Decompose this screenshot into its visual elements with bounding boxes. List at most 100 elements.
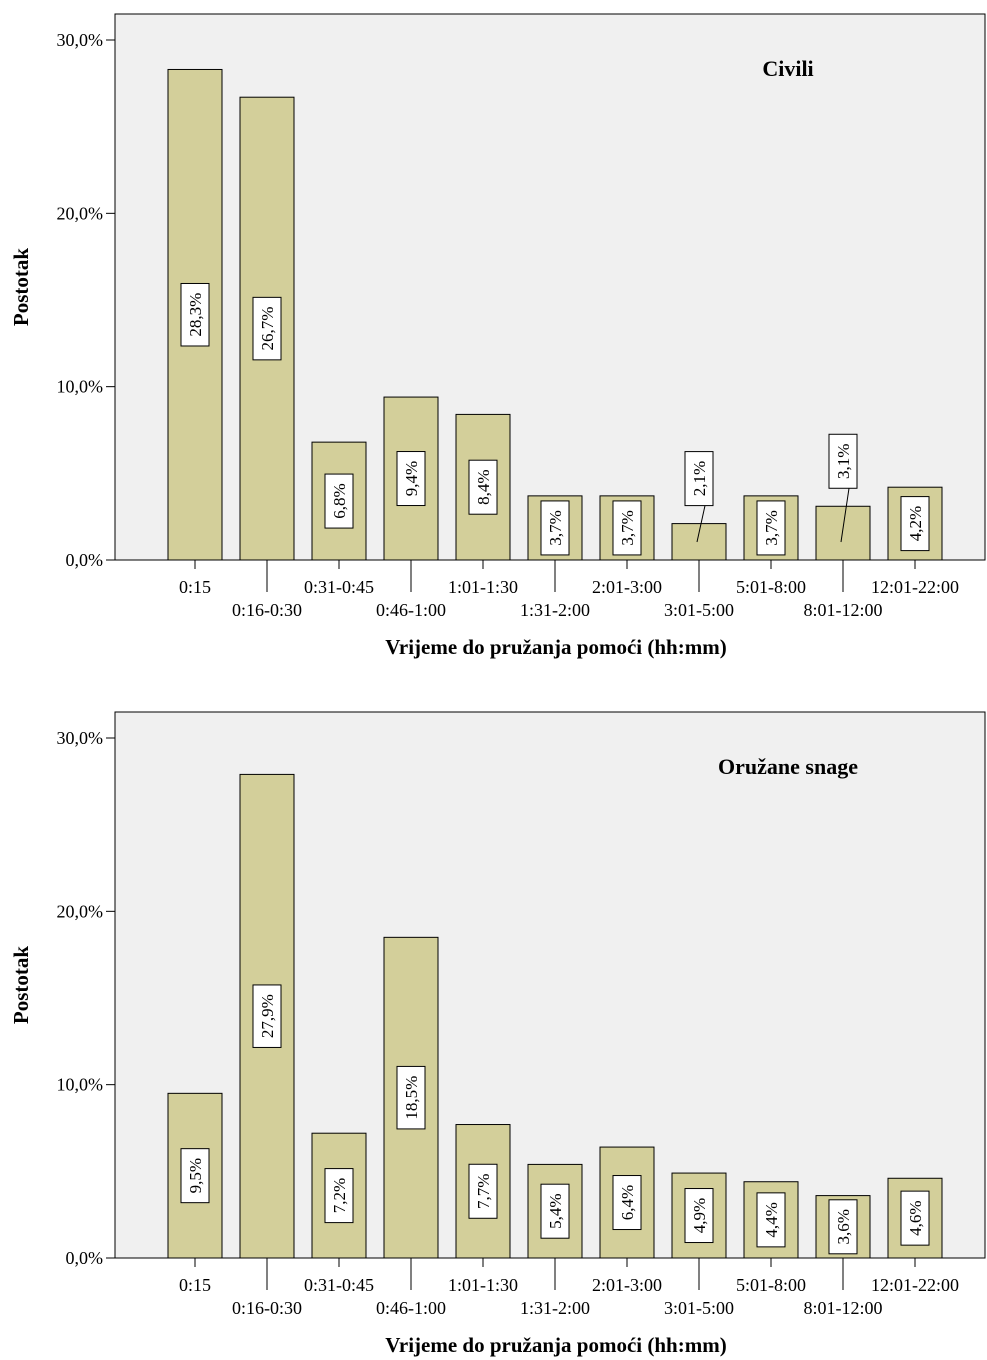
data-label-box <box>900 1190 930 1246</box>
data-label: 3,7% <box>612 500 642 556</box>
data-label-box <box>468 459 498 515</box>
x-tick-label: 0:46-1:00 <box>376 600 446 620</box>
x-axis-label: Vrijeme do pružanja pomoći (hh:mm) <box>385 1333 726 1357</box>
data-label: 2,1% <box>684 451 714 507</box>
data-label: 4,2% <box>900 496 930 552</box>
data-label-box <box>684 1188 714 1244</box>
panel-title: Oružane snage <box>718 754 858 779</box>
x-tick-label: 1:31-2:00 <box>520 600 590 620</box>
data-label-text: 28,3% <box>186 293 205 337</box>
y-tick-label: 0,0% <box>66 1248 104 1268</box>
data-label: 28,3% <box>180 282 210 347</box>
data-label: 27,9% <box>252 984 282 1048</box>
chart-oruzane-snage: 0,0% 10,0% 20,0% 30,0% Postotak Oružane snage… <box>9 711 986 1357</box>
data-label: 6,4% <box>612 1175 642 1231</box>
chart-civili: 0,0% 10,0% 20,0% 30,0% Postotak Civili 28,3% 0:… <box>9 13 986 659</box>
data-label-text: 8,4% <box>474 469 493 504</box>
data-label-box <box>540 1183 570 1239</box>
data-label-box <box>756 1192 786 1248</box>
data-label-text: 27,9% <box>258 994 277 1038</box>
leader-line <box>696 505 706 543</box>
data-label-box <box>612 500 642 556</box>
data-label-box <box>180 1148 210 1204</box>
bar <box>815 505 871 561</box>
data-label-text: 4,2% <box>906 506 925 541</box>
data-label: 8,4% <box>468 459 498 515</box>
data-label: 9,4% <box>396 451 426 507</box>
x-axis-label: Vrijeme do pružanja pomoći (hh:mm) <box>385 635 726 659</box>
data-label-text: 5,4% <box>546 1193 565 1228</box>
data-label-box <box>468 1163 498 1219</box>
data-label-text: 3,1% <box>834 444 853 479</box>
y-tick-label: 20,0% <box>57 901 104 921</box>
data-label: 6,8% <box>324 473 354 529</box>
data-label-text: 4,6% <box>906 1200 925 1235</box>
data-label-text: 7,7% <box>474 1174 493 1209</box>
data-label-text: 3,7% <box>762 510 781 545</box>
data-label-box <box>252 984 282 1048</box>
x-tick-label: 0:15 <box>179 577 211 597</box>
x-tick-label: 1:01-1:30 <box>448 577 518 597</box>
data-label: 3,6% <box>828 1199 858 1255</box>
x-tick-label: 2:01-3:00 <box>592 1275 662 1295</box>
x-tick-label: 8:01-12:00 <box>804 600 883 620</box>
bar <box>671 523 727 561</box>
x-tick-label: 1:31-2:00 <box>520 1298 590 1318</box>
data-label: 9,5% <box>180 1148 210 1204</box>
x-tick-label: 0:15 <box>179 1275 211 1295</box>
y-axis-label: Postotak <box>9 248 33 326</box>
data-label-text: 3,7% <box>546 510 565 545</box>
data-label-box <box>396 451 426 507</box>
data-label: 4,6% <box>900 1190 930 1246</box>
data-label-box <box>756 500 786 556</box>
data-label-text: 6,8% <box>330 483 349 518</box>
panel-title: Civili <box>762 56 813 81</box>
data-label-text: 7,2% <box>330 1178 349 1213</box>
x-tick-label: 12:01-22:00 <box>871 1275 959 1295</box>
x-tick-label: 12:01-22:00 <box>871 577 959 597</box>
data-label-text: 4,4% <box>762 1202 781 1237</box>
data-label-box <box>828 1199 858 1255</box>
data-label: 5,4% <box>540 1183 570 1239</box>
data-label-text: 3,6% <box>834 1209 853 1244</box>
data-label: 3,7% <box>540 500 570 556</box>
data-label-box <box>252 296 282 361</box>
data-label: 3,1% <box>828 433 858 489</box>
x-tick-label: 3:01-5:00 <box>664 600 734 620</box>
x-tick-label: 3:01-5:00 <box>664 1298 734 1318</box>
x-tick-label: 2:01-3:00 <box>592 577 662 597</box>
data-label-box <box>828 433 858 489</box>
data-label-box <box>324 473 354 529</box>
data-label-text: 18,5% <box>402 1076 421 1120</box>
x-tick-label: 0:16-0:30 <box>232 1298 302 1318</box>
data-label-box <box>180 282 210 347</box>
data-label-box <box>684 451 714 507</box>
data-label: 3,7% <box>756 500 786 556</box>
data-label-box <box>396 1065 426 1130</box>
data-label-text: 9,4% <box>402 461 421 496</box>
data-label-text: 2,1% <box>690 461 709 496</box>
data-label-text: 6,4% <box>618 1185 637 1220</box>
data-label: 4,9% <box>684 1188 714 1244</box>
y-axis-label: Postotak <box>9 946 33 1024</box>
y-tick-label: 20,0% <box>57 203 104 223</box>
leader-line <box>840 488 850 543</box>
data-label: 4,4% <box>756 1192 786 1248</box>
x-tick-label: 5:01-8:00 <box>736 1275 806 1295</box>
x-tick-label: 0:31-0:45 <box>304 577 374 597</box>
x-tick-label: 0:31-0:45 <box>304 1275 374 1295</box>
data-label: 7,7% <box>468 1163 498 1219</box>
data-label-box <box>324 1168 354 1224</box>
data-label-text: 4,9% <box>690 1198 709 1233</box>
data-label: 18,5% <box>396 1065 426 1130</box>
data-label: 26,7% <box>252 296 282 361</box>
y-tick-label: 30,0% <box>57 728 104 748</box>
data-label-box <box>900 496 930 552</box>
x-tick-label: 0:16-0:30 <box>232 600 302 620</box>
y-tick-label: 10,0% <box>57 377 104 397</box>
data-label-box <box>612 1175 642 1231</box>
data-label-text: 9,5% <box>186 1158 205 1193</box>
y-tick-label: 0,0% <box>66 550 104 570</box>
x-tick-label: 0:46-1:00 <box>376 1298 446 1318</box>
x-tick-label: 8:01-12:00 <box>804 1298 883 1318</box>
